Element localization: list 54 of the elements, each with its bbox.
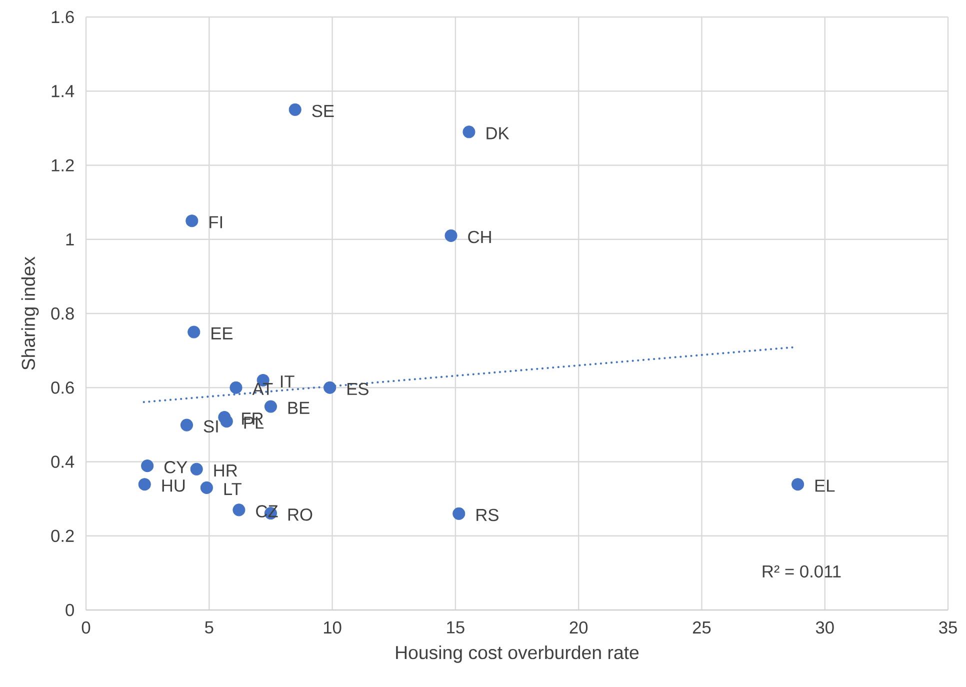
x-tick-label: 30 — [816, 621, 834, 634]
point — [188, 326, 200, 338]
x-axis-title: Housing cost overburden rate — [396, 645, 639, 663]
point — [792, 478, 804, 491]
annotation: RS — [476, 508, 498, 522]
x-tick-label: 35 — [939, 621, 957, 634]
x-tick-label: 15 — [447, 621, 464, 634]
annotation: EL — [815, 480, 835, 492]
annotation: CH — [468, 230, 491, 244]
point — [324, 381, 336, 394]
annotation: RO — [288, 508, 312, 521]
point — [444, 229, 458, 242]
x-tick-label: 5 — [205, 621, 214, 634]
point — [190, 462, 203, 476]
annotation: ES — [348, 382, 368, 396]
annotation: HR — [214, 464, 238, 476]
y-tick-label: 0.6 — [51, 381, 74, 394]
annotation: FI — [210, 216, 222, 228]
point — [462, 126, 476, 138]
point — [138, 478, 151, 491]
y-tick-label: 1.2 — [52, 159, 74, 172]
x-tick-label: 0 — [82, 621, 90, 634]
point — [180, 418, 194, 432]
y-tick-label: 1.4 — [52, 85, 74, 98]
annotation: SE — [312, 104, 334, 118]
annotation: DK — [486, 127, 510, 140]
x-tick-label: 20 — [570, 621, 588, 634]
annotation: SI — [204, 420, 218, 433]
annotation: EE — [212, 327, 233, 340]
x-tick-label: 10 — [324, 621, 342, 634]
y-tick-label: 0.2 — [51, 530, 74, 542]
annotation: CY — [164, 461, 188, 474]
point — [141, 460, 154, 472]
annotation: R² = 0.011 — [762, 565, 841, 578]
point — [264, 400, 277, 413]
annotation: HU — [162, 480, 185, 492]
x-tick-label: 25 — [692, 621, 711, 634]
annotation: BE — [288, 402, 310, 414]
y-axis-title: Sharing index — [21, 256, 39, 370]
point — [232, 504, 246, 516]
point — [452, 507, 466, 520]
point — [200, 481, 213, 494]
y-tick-label: 1 — [66, 233, 74, 246]
point — [220, 415, 233, 428]
point — [288, 103, 302, 116]
annotation: IT — [280, 376, 294, 388]
annotation: AT — [252, 383, 273, 395]
y-tick-label: 0.8 — [51, 307, 74, 320]
y-tick-label: 0.4 — [51, 456, 74, 468]
point — [186, 214, 198, 228]
point — [230, 381, 242, 394]
y-tick-label: 0 — [66, 604, 74, 616]
annotation: LT — [224, 483, 242, 495]
y-tick-label: 1.6 — [52, 10, 74, 24]
